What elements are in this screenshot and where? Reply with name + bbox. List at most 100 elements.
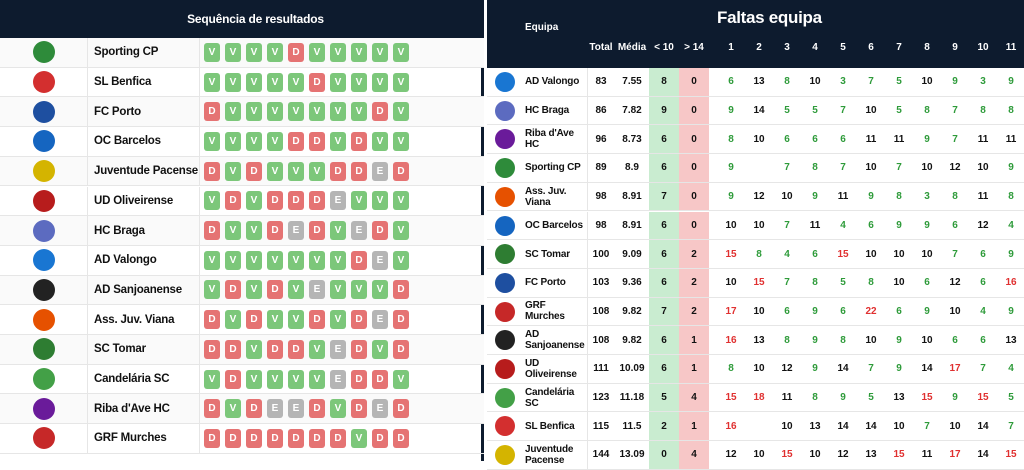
result-badge: V	[393, 72, 409, 92]
game-fouls-cell: 7	[952, 248, 958, 260]
total-fouls: 103	[592, 277, 610, 289]
game-fouls-cell: 6	[980, 248, 986, 260]
result-badge: D	[204, 399, 220, 419]
team-name: Ass. Juv. Viana	[88, 305, 200, 334]
games-over-14: 0	[679, 211, 709, 240]
column-divider	[587, 326, 588, 354]
result-badge: V	[246, 191, 262, 211]
game-fouls-cell: 10	[753, 133, 765, 145]
game-fouls-cell: 9	[924, 133, 930, 145]
games-over-14: 2	[679, 268, 709, 297]
game-fouls-cell	[747, 412, 771, 440]
total-fouls: 123	[592, 392, 610, 404]
team-name: SC Tomar	[88, 335, 200, 364]
column-header: 11	[1005, 42, 1017, 53]
team-name: SL Benfica	[88, 67, 200, 97]
average-fouls: 9.82	[622, 305, 642, 317]
game-fouls-cell: 10	[949, 420, 961, 432]
result-badge: V	[246, 72, 262, 92]
game-fouls-cell: 13	[865, 449, 877, 461]
result-badge: D	[204, 428, 220, 448]
game-fouls-cell: 9	[840, 392, 846, 404]
column-divider	[587, 182, 588, 211]
game-fouls-cell: 6	[784, 133, 790, 145]
column-divider	[587, 412, 588, 441]
result-badge: V	[267, 72, 283, 92]
team-logo-cell	[0, 127, 88, 156]
games-under-10: 6	[649, 125, 679, 154]
average-fouls: 9.36	[622, 277, 642, 289]
result-badge: V	[204, 72, 220, 92]
game-fouls-cell: 10	[781, 420, 793, 432]
team-logo-cell	[0, 394, 88, 424]
game-fouls-cell: 10	[809, 449, 821, 461]
result-badge: V	[351, 42, 367, 62]
result-badge: V	[393, 102, 409, 122]
game-fouls-cell: 9	[896, 219, 902, 231]
game-fouls-cell: 14	[865, 420, 877, 432]
team-name: AD Sanjoanense	[525, 329, 585, 352]
result-badge: V	[225, 161, 241, 181]
result-badge: V	[204, 191, 220, 211]
game-fouls-cell: 8	[812, 392, 818, 404]
result-badge: V	[204, 369, 220, 389]
game-fouls-cell: 18	[753, 392, 765, 404]
game-fouls-cell: 7	[952, 133, 958, 145]
team-row: FC Porto D V V V V V V V D V	[0, 97, 484, 128]
result-badge: V	[225, 221, 241, 241]
result-badge: D	[225, 428, 241, 448]
game-fouls-cell: 4	[840, 219, 846, 231]
team-crest-icon	[495, 272, 515, 293]
game-fouls-cell: 15	[753, 277, 765, 289]
result-badge: D	[204, 310, 220, 330]
game-fouls-cell: 10	[921, 334, 933, 346]
game-fouls-cell: 13	[753, 76, 765, 88]
game-fouls-cell: 15	[893, 449, 905, 461]
game-fouls-cell: 8	[728, 133, 734, 145]
column-divider	[587, 154, 588, 182]
results-sequence-panel: Sequência de resultados Sporting CP V V V V D…	[0, 0, 484, 461]
column-divider	[587, 355, 588, 383]
result-badge: E	[267, 399, 283, 419]
result-badge: V	[288, 280, 304, 300]
games-under-10: 9	[649, 96, 679, 125]
team-crest-icon	[495, 445, 515, 466]
team-row: Juventude Pacense D V D V V V D D E D	[0, 156, 484, 187]
result-badge: D	[246, 428, 262, 448]
fouls-row: GRF Murches 108 9.82 7 2 17 10 6 9 6 22 6 9 10 4 9	[487, 297, 1024, 327]
result-badge: D	[393, 399, 409, 419]
game-fouls-cell: 9	[952, 76, 958, 88]
game-fouls-cell: 8	[728, 363, 734, 375]
game-fouls-cell: 6	[840, 133, 846, 145]
column-header: 6	[868, 42, 874, 53]
team-name: GRF Murches	[525, 300, 565, 323]
column-divider	[587, 68, 588, 96]
average-fouls: 9.82	[622, 334, 642, 346]
game-fouls-cell: 13	[809, 420, 821, 432]
team-logo-cell	[0, 245, 88, 275]
result-badge: V	[246, 221, 262, 241]
result-badge: V	[309, 102, 325, 122]
game-fouls-cell: 9	[896, 363, 902, 375]
game-fouls-cell: 11	[781, 392, 793, 404]
game-fouls-cell: 13	[753, 334, 765, 346]
result-badge: V	[288, 250, 304, 270]
game-fouls-cell: 6	[924, 277, 930, 289]
game-fouls-cell: 9	[812, 363, 818, 375]
result-badge: V	[225, 102, 241, 122]
team-name: AD Sanjoanense	[88, 275, 200, 305]
game-fouls-cell: 16	[1005, 277, 1017, 289]
result-badge: V	[246, 280, 262, 300]
team-crest-icon	[495, 330, 515, 351]
games-over-14: 2	[679, 240, 709, 268]
game-fouls-cell: 8	[924, 105, 930, 117]
team-row: OC Barcelos V V V V D D V D V V	[0, 127, 484, 157]
games-under-10: 6	[649, 326, 679, 354]
game-fouls-cell: 9	[1008, 305, 1014, 317]
team-crest-icon	[32, 189, 55, 212]
game-fouls-cell: 5	[840, 277, 846, 289]
result-badge: V	[288, 369, 304, 389]
